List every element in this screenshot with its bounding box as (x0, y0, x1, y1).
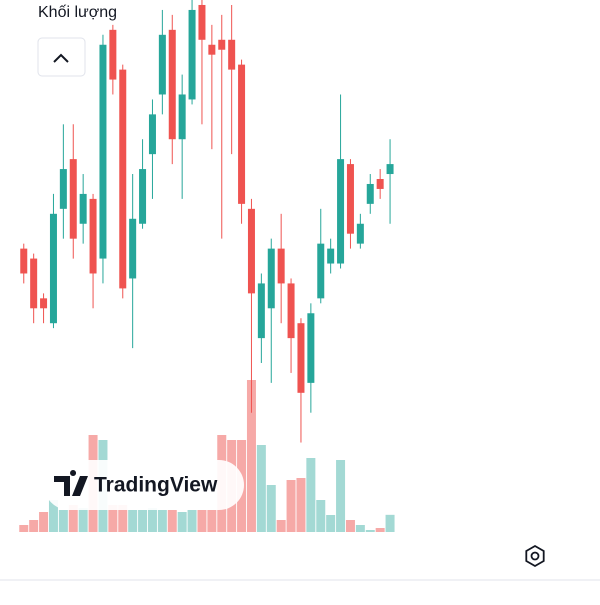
volume-bar (39, 512, 49, 532)
volume-bar (296, 478, 306, 532)
candle-body (257, 283, 265, 339)
candle-layer (20, 0, 394, 443)
volume-bar (365, 530, 375, 532)
volume-bar (177, 512, 187, 532)
gear-center (530, 551, 540, 561)
collapse-button[interactable] (37, 37, 86, 77)
volume-title: Khối lượng (38, 4, 117, 21)
candle-body (69, 159, 77, 239)
candle-body (337, 159, 345, 264)
logo-mark (54, 470, 88, 496)
volume-bar (306, 458, 316, 532)
candle-body (356, 223, 364, 244)
candle-body (218, 39, 226, 50)
candle-body (89, 198, 97, 274)
overlay: Khối lượng TradingView (37, 4, 244, 510)
candle-body (267, 248, 275, 309)
settings-button[interactable] (525, 544, 545, 568)
logo-bg (44, 460, 244, 510)
gear-icon[interactable] (525, 544, 545, 568)
candle-body (317, 243, 325, 299)
volume-bar (108, 505, 118, 532)
volume-bar (58, 510, 68, 532)
volume-bar (157, 510, 167, 532)
candle-body (168, 29, 176, 140)
volume-bar (286, 480, 296, 532)
volume-bar (128, 510, 138, 532)
volume-bar (256, 445, 266, 532)
candle-body (20, 248, 28, 274)
volume-bar (48, 500, 58, 532)
candle-body (139, 169, 147, 224)
tradingview-logo: TradingView (44, 460, 244, 510)
candle-body (208, 44, 216, 55)
volume-bar (276, 520, 286, 532)
candle-body (49, 213, 57, 324)
volume-bar (118, 505, 128, 532)
candle-body (119, 69, 127, 289)
volume-bar (78, 508, 88, 532)
volume-bar (385, 514, 395, 532)
candle-body (158, 34, 166, 95)
volume-bar (19, 525, 29, 532)
candle-body (40, 298, 48, 309)
button-box[interactable] (37, 37, 86, 77)
volume-bar (345, 520, 355, 532)
volume-bar (246, 380, 256, 532)
candle-body (59, 169, 67, 209)
logo-text: TradingView (94, 474, 218, 497)
candle-body (376, 179, 384, 189)
candle-body (366, 183, 374, 204)
volume-bar (147, 508, 157, 532)
volume-bar (207, 510, 217, 532)
candle-body (247, 208, 255, 294)
volume-bar (187, 510, 197, 532)
candle-body (99, 44, 107, 259)
candle-body (327, 248, 335, 264)
candle-body (287, 283, 295, 339)
candle-body (148, 114, 156, 155)
candle-body (228, 39, 236, 70)
volume-bar (326, 515, 336, 532)
candle-body (238, 64, 246, 204)
candle-body (297, 323, 305, 393)
candle-body (30, 258, 38, 309)
candle-body (129, 218, 137, 279)
candle-body (79, 193, 87, 224)
chevron-up (53, 53, 69, 63)
candle-body (178, 94, 186, 140)
volume-bar (29, 520, 39, 532)
volume-bar (197, 510, 207, 532)
candle-body (386, 164, 394, 175)
volume-bar (68, 505, 78, 532)
volume-bar (355, 525, 365, 532)
candle-body (188, 9, 196, 100)
volume-bar (375, 528, 385, 532)
candle-body (198, 4, 206, 40)
volume-bar (138, 510, 148, 532)
candle-body (307, 313, 315, 383)
volume-bar (316, 500, 326, 532)
candle-body (277, 248, 285, 284)
candle-body (109, 29, 117, 80)
volume-bar (266, 485, 276, 532)
candle-body (346, 164, 354, 234)
volume-bar (336, 460, 346, 532)
volume-bar (167, 510, 177, 532)
